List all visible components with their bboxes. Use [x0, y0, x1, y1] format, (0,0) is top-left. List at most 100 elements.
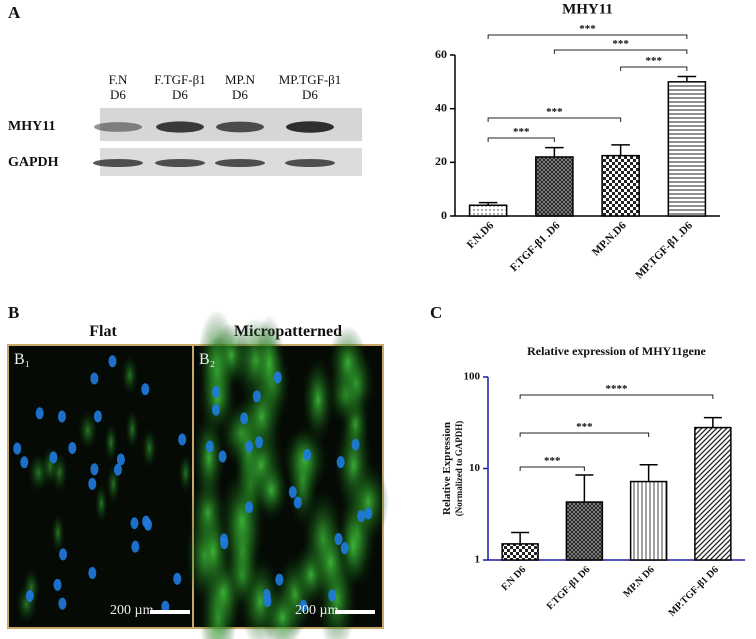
cell [104, 422, 118, 463]
y-tick-label: 10 [469, 462, 481, 474]
cell [15, 583, 38, 624]
nucleus [262, 588, 271, 601]
significance-bracket [487, 137, 555, 142]
nucleus [93, 410, 102, 423]
nucleus [328, 589, 337, 602]
nucleus [351, 438, 360, 451]
y-tick-label: 60 [435, 47, 447, 61]
cell [94, 483, 108, 524]
cell [121, 355, 139, 396]
lane-label: D6 [232, 87, 248, 102]
blot-band [215, 159, 265, 167]
nucleus [299, 599, 308, 612]
nucleus [131, 540, 140, 553]
nucleus [273, 371, 282, 384]
significance-bracket [553, 49, 688, 54]
panel-label: C [430, 303, 442, 322]
nucleus [275, 573, 284, 586]
nucleus [334, 533, 343, 546]
cell [338, 507, 368, 586]
significance-label: *** [544, 455, 561, 467]
significance-label: *** [579, 23, 596, 35]
nucleus [252, 390, 261, 403]
nucleus [211, 403, 220, 416]
significance-label: *** [546, 106, 563, 118]
chart: Relative expression of MHY11gene Relative… [441, 344, 745, 619]
bar [565, 501, 604, 561]
bar [667, 81, 707, 217]
nucleus [205, 440, 214, 453]
nucleus [142, 515, 151, 528]
nucleus [245, 440, 254, 453]
x-tick-label: MP.N D6 [621, 564, 656, 599]
nucleus [178, 433, 187, 446]
micrograph-tag: B₁ [14, 351, 30, 368]
lane-label: D6 [302, 87, 318, 102]
nucleus [130, 517, 139, 530]
x-tick-label: MP.TGF-β1 D6 [667, 564, 721, 618]
lane-label: MP.TGF-β1 [279, 72, 342, 87]
y-tick-label: 40 [435, 100, 447, 114]
cell [328, 325, 368, 400]
micrograph-tag: B₂ [199, 351, 215, 368]
y-axis-label: Relative Expression [441, 422, 453, 515]
nucleus [58, 597, 67, 610]
blot-band [94, 122, 142, 132]
blot-row-label: MHY11 [8, 119, 55, 134]
scale-label: 200 µm [295, 603, 339, 618]
nucleus [49, 451, 58, 464]
significance-bracket [620, 66, 688, 71]
nucleus [303, 448, 312, 461]
nucleus [13, 442, 22, 455]
nucleus [88, 477, 97, 490]
cell [51, 513, 65, 554]
significance-bracket [519, 466, 585, 471]
nucleus [288, 486, 297, 499]
x-tick-label: F.TGF-β1 D6 [545, 564, 593, 612]
cell [41, 446, 59, 487]
nucleus [364, 507, 373, 520]
significance-label: *** [646, 55, 663, 67]
blot-row-label: GAPDH [8, 155, 59, 170]
micrograph-title: Flat [89, 323, 117, 340]
panel-label: A [8, 3, 21, 22]
cell [219, 467, 265, 576]
lane-label: F.N [109, 72, 128, 87]
significance-label: *** [612, 38, 629, 50]
nucleus [88, 566, 97, 579]
nucleus [161, 600, 170, 613]
nucleus [20, 456, 29, 469]
nucleus [113, 463, 122, 476]
significance-label: *** [576, 421, 593, 433]
bar [501, 543, 539, 561]
blot-band [285, 159, 335, 167]
blot-band [156, 121, 204, 133]
lane-label: MP.N [225, 72, 256, 87]
blot-band [286, 121, 334, 133]
cell [302, 356, 335, 443]
significance-bracket [487, 117, 622, 122]
bar [535, 156, 574, 217]
nucleus [90, 463, 99, 476]
nucleus [108, 355, 117, 368]
nucleus [219, 533, 228, 546]
bar [601, 154, 640, 217]
bar [629, 480, 668, 561]
lane-label: D6 [172, 87, 188, 102]
cell [77, 410, 98, 451]
nucleus [59, 548, 68, 561]
y-tick-label: 20 [435, 154, 447, 168]
nucleus [218, 450, 227, 463]
nucleus [116, 453, 125, 466]
cell [261, 583, 303, 639]
chart-title: Relative expression of MHY11gene [527, 344, 706, 358]
y-tick-label: 0 [441, 208, 447, 222]
y-axis-label: (Normalized to GAPDH) [454, 421, 464, 516]
significance-bracket [487, 34, 688, 39]
chart-title: MHY11 [562, 1, 613, 17]
nucleus [35, 407, 44, 420]
nucleus [340, 542, 349, 555]
